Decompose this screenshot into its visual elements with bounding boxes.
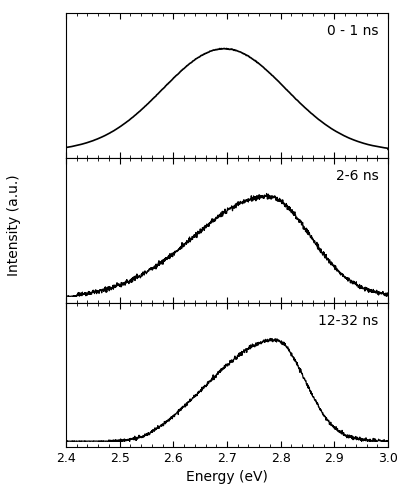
Text: 0 - 1 ns: 0 - 1 ns — [327, 24, 378, 38]
X-axis label: Energy (eV): Energy (eV) — [186, 470, 268, 484]
Text: Intensity (a.u.): Intensity (a.u.) — [7, 174, 21, 276]
Text: 2-6 ns: 2-6 ns — [336, 169, 378, 183]
Text: 12-32 ns: 12-32 ns — [318, 314, 378, 328]
